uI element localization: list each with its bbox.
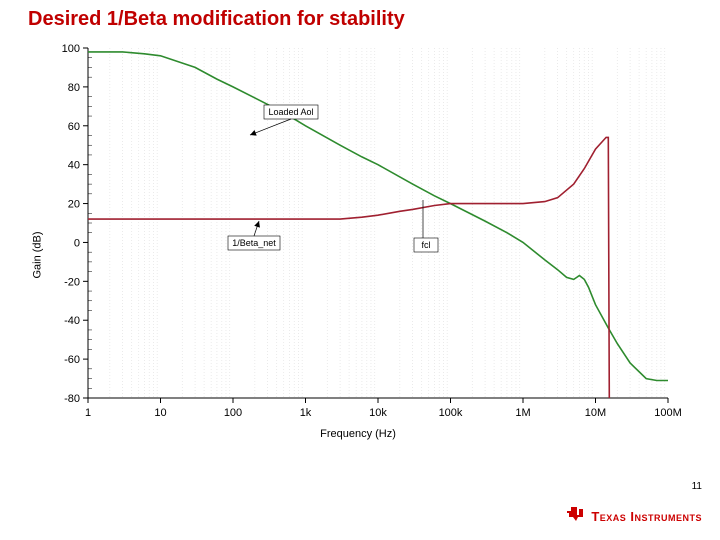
x-axis-label: Frequency (Hz) bbox=[18, 428, 698, 440]
svg-text:fcl: fcl bbox=[422, 240, 431, 250]
svg-text:80: 80 bbox=[68, 82, 80, 94]
svg-text:-60: -60 bbox=[64, 354, 80, 366]
svg-text:100k: 100k bbox=[439, 407, 463, 419]
chart-svg: 1 10 100 1k 10k 100k 1M 10M 100M -80 -60 -40 -20 0 20 4… bbox=[18, 40, 698, 440]
svg-text:1M: 1M bbox=[515, 407, 530, 419]
svg-text:1/Beta_net: 1/Beta_net bbox=[232, 238, 276, 248]
bode-chart: Gain (dB) 1 10 100 1k 10k 100k 1M 10M 100M -80 -60… bbox=[18, 40, 698, 470]
svg-text:10k: 10k bbox=[369, 407, 387, 419]
svg-text:1k: 1k bbox=[300, 407, 312, 419]
svg-text:-40: -40 bbox=[64, 315, 80, 327]
svg-text:0: 0 bbox=[74, 237, 80, 249]
y-axis-label: Gain (dB) bbox=[32, 231, 44, 278]
ti-logo-icon bbox=[565, 505, 585, 528]
slide-title: Desired 1/Beta modification for stabilit… bbox=[28, 8, 405, 31]
slide: Desired 1/Beta modification for stabilit… bbox=[0, 0, 720, 540]
svg-text:10M: 10M bbox=[585, 407, 606, 419]
svg-text:40: 40 bbox=[68, 160, 80, 172]
page-number: 11 bbox=[692, 481, 702, 492]
svg-text:10: 10 bbox=[154, 407, 166, 419]
svg-text:-80: -80 bbox=[64, 393, 80, 405]
svg-text:100M: 100M bbox=[654, 407, 682, 419]
svg-text:1: 1 bbox=[85, 407, 91, 419]
ti-logo: Texas Instruments bbox=[565, 505, 702, 528]
svg-text:100: 100 bbox=[224, 407, 242, 419]
svg-text:Loaded Aol: Loaded Aol bbox=[268, 107, 313, 117]
svg-text:60: 60 bbox=[68, 121, 80, 133]
svg-text:100: 100 bbox=[62, 43, 80, 55]
ti-logo-text: Texas Instruments bbox=[591, 509, 702, 524]
svg-text:-20: -20 bbox=[64, 276, 80, 288]
svg-text:20: 20 bbox=[68, 199, 80, 211]
